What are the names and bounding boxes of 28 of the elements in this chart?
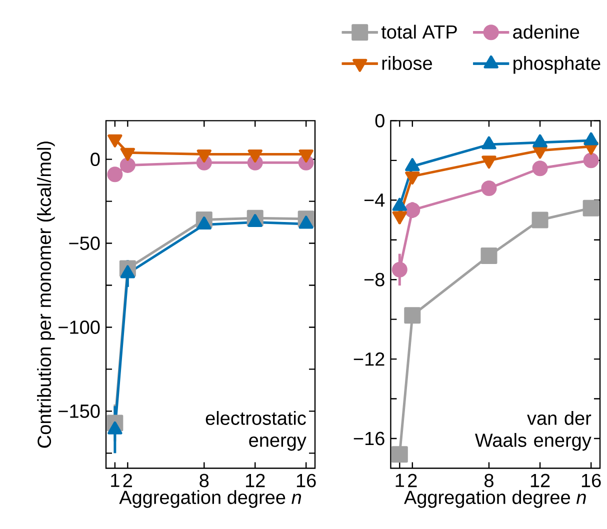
x-tick-label: 16	[296, 474, 316, 488]
y-tick-label: −150	[58, 404, 100, 418]
y-axis-title: Contribution per monomer (kcal/mol)	[37, 142, 55, 448]
y-tick-label: 0	[375, 114, 384, 128]
y-tick-label: −50	[69, 236, 100, 250]
y-tick-label: −100	[58, 320, 100, 334]
x-axis-title: Aggregation degree n	[404, 490, 586, 508]
annotation: electrostatic energy	[206, 410, 306, 451]
x-tick-label: 16	[582, 474, 601, 488]
legend-label: adenine	[513, 24, 580, 39]
x-axis-title: Aggregation degree n	[119, 490, 302, 508]
y-tick-label: −4	[364, 194, 385, 207]
y-tick-label: 0	[90, 152, 100, 166]
x-tick-label: 1	[111, 474, 120, 487]
x-tick-label: 12	[246, 474, 265, 488]
legend-label: phosphate	[514, 56, 600, 74]
x-tick-label: 8	[484, 474, 494, 488]
legend-label: total ATP	[381, 24, 457, 39]
y-tick-label: −12	[354, 352, 384, 366]
x-tick-label: 8	[200, 474, 209, 488]
x-tick-label: 12	[530, 474, 550, 488]
x-tick-label: 2	[408, 474, 417, 488]
legend-label: ribose	[382, 56, 432, 70]
y-tick-label: −16	[354, 432, 384, 446]
y-tick-label: −8	[364, 272, 384, 286]
x-tick-label: 2	[123, 474, 132, 488]
annotation: van der Waals energy	[475, 410, 592, 451]
x-tick-label: 1	[396, 474, 404, 487]
